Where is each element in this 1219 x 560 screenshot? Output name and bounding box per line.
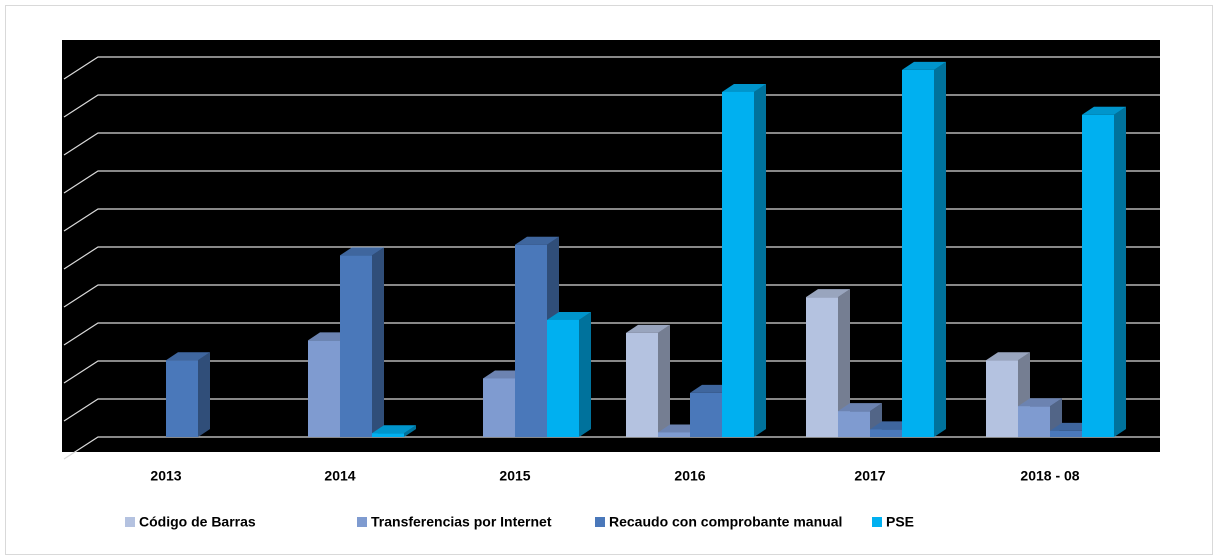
grid-line (63, 170, 1160, 194)
legend-swatch (125, 517, 135, 527)
bar-top (372, 425, 416, 434)
bar (870, 429, 902, 437)
bar-side-shade (1114, 106, 1126, 437)
bar-side (404, 425, 416, 437)
bar-top (166, 352, 210, 361)
bar-top-shade (515, 236, 559, 245)
grid-line (63, 208, 1160, 232)
legend-label: Código de Barras (139, 514, 256, 530)
bar-top-shade (986, 352, 1030, 361)
grid-line (63, 284, 1160, 308)
bar-side-shade (658, 324, 670, 437)
bar-side (934, 61, 946, 438)
legend-label: Recaudo con comprobante manual (609, 514, 842, 530)
bar-top (515, 236, 559, 245)
x-tick-label: 2014 (324, 468, 355, 484)
grid-line (63, 246, 1160, 270)
bar-top (626, 324, 670, 333)
bar-top (340, 247, 384, 256)
grid-line (63, 56, 1160, 80)
bar-side (838, 289, 850, 437)
legend-swatch (357, 517, 367, 527)
bar-top-shade (626, 324, 670, 333)
bar (372, 433, 404, 437)
bar (838, 411, 870, 437)
x-tick-label: 2018 - 08 (1020, 468, 1079, 484)
legend-swatch (595, 517, 605, 527)
bar (722, 91, 754, 438)
bar-top-shade (806, 289, 850, 298)
bar (658, 432, 690, 437)
x-tick-label: 2013 (150, 468, 181, 484)
plot-area (62, 40, 1160, 452)
x-tick-label: 2015 (499, 468, 530, 484)
bar-side (579, 311, 591, 437)
bar-side (198, 352, 210, 437)
x-tick-label: 2016 (674, 468, 705, 484)
legend-label: Transferencias por Internet (371, 514, 552, 530)
bar-top-shade (340, 247, 384, 256)
bar-top (722, 83, 766, 92)
bar (626, 332, 658, 437)
bar-side (372, 247, 384, 437)
bar-top-shade (166, 352, 210, 361)
bar (340, 255, 372, 437)
legend-label: PSE (886, 514, 914, 530)
x-tick-label: 2017 (854, 468, 885, 484)
bar-top-shade (547, 311, 591, 320)
grid-line (63, 132, 1160, 156)
legend-swatch (872, 517, 882, 527)
bar (902, 69, 934, 438)
grid-line (63, 94, 1160, 118)
bar (166, 360, 198, 437)
bar-side (754, 83, 766, 438)
bar-side-shade (579, 311, 591, 437)
bar-top-shade (1018, 398, 1062, 407)
bar-side-shade (404, 425, 416, 437)
bar (1050, 430, 1082, 437)
bar-top (1018, 398, 1062, 407)
bar-top (806, 289, 850, 298)
bar-top (547, 311, 591, 320)
bar-top-shade (722, 83, 766, 92)
bar-top (1082, 106, 1126, 115)
bar (986, 360, 1018, 437)
bar-side-shade (372, 247, 384, 437)
bar-side-shade (838, 289, 850, 437)
bar-top-shade (838, 403, 882, 412)
bar (308, 340, 340, 437)
bar-side (658, 324, 670, 437)
bar (1018, 406, 1050, 437)
bar (1082, 114, 1114, 437)
bar-side-shade (754, 83, 766, 438)
bar-top-shade (1082, 106, 1126, 115)
bar-side (1114, 106, 1126, 437)
bar (690, 392, 722, 437)
bar (547, 319, 579, 437)
bar-top-shade (372, 425, 416, 434)
bar (806, 297, 838, 437)
bar-top (902, 61, 946, 70)
bar-top (986, 352, 1030, 361)
bar (483, 378, 515, 437)
bar-side-shade (198, 352, 210, 437)
bar-top-shade (902, 61, 946, 70)
bar-top (838, 403, 882, 412)
bar-side-shade (934, 61, 946, 438)
bar (515, 244, 547, 437)
